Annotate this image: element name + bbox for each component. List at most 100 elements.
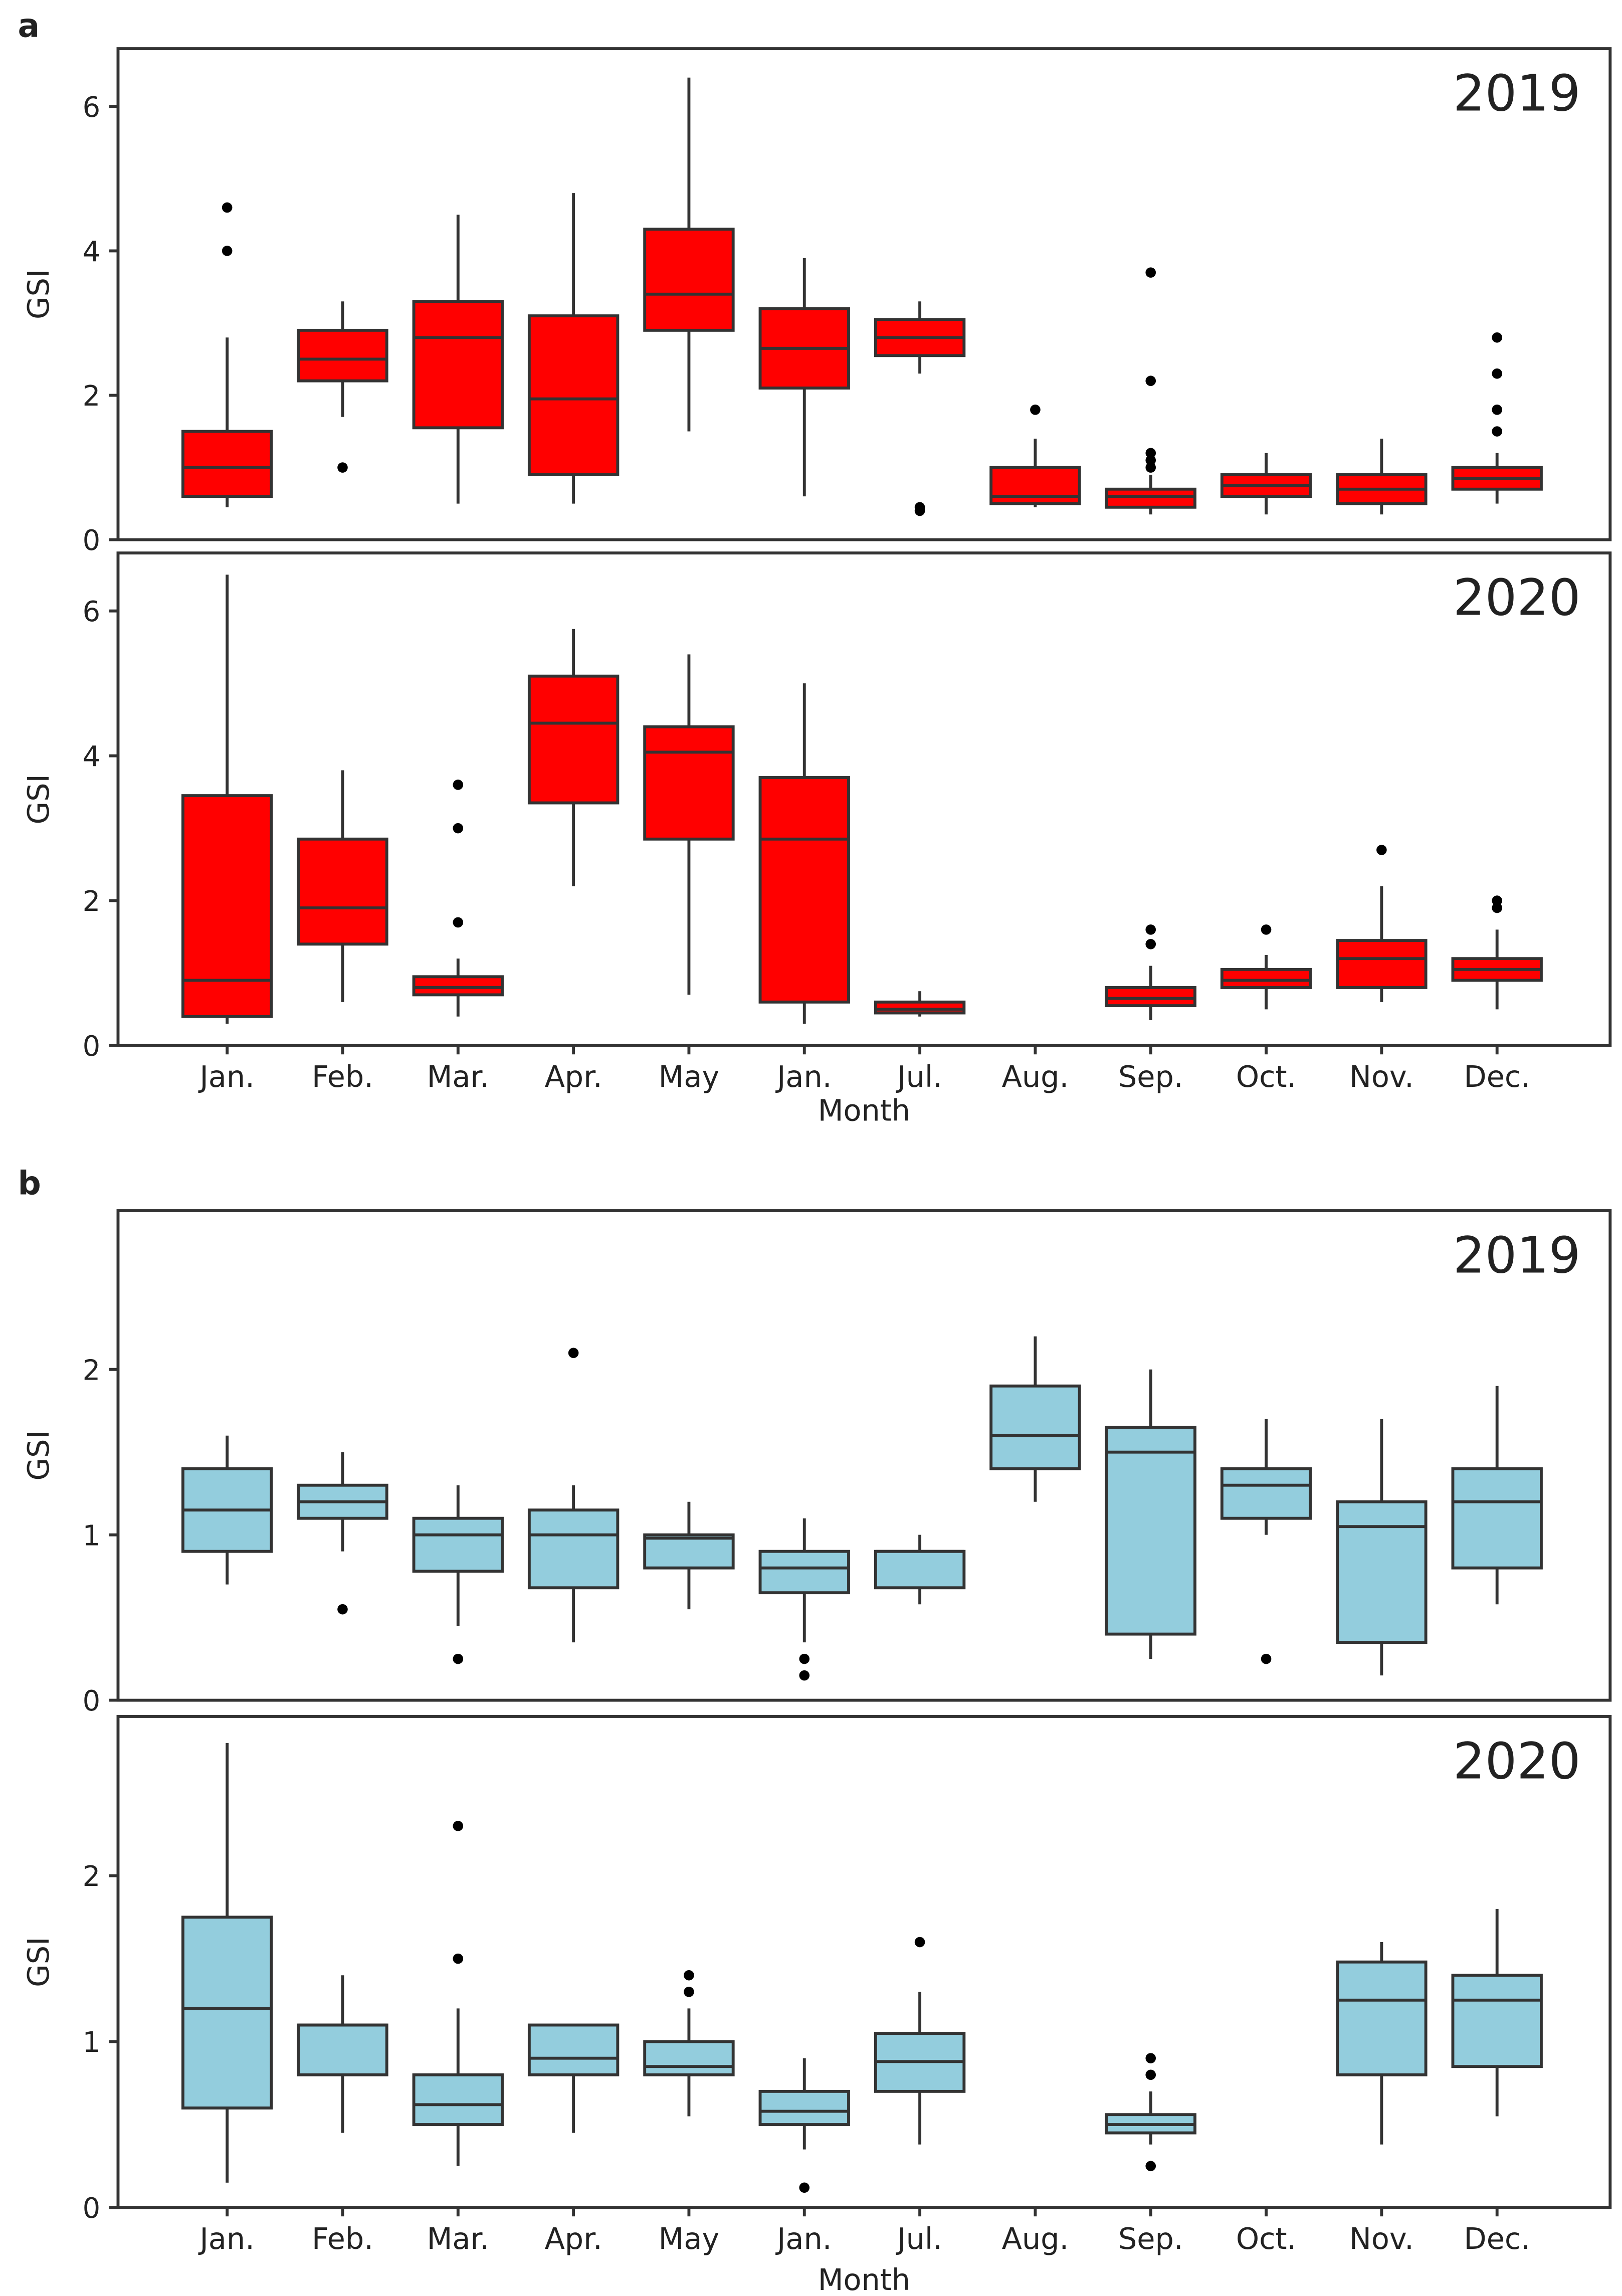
box-jan [758,258,850,497]
y-axis-label: GSI [21,774,56,824]
panel-letter: b [18,1165,41,1203]
box-jan [181,1435,273,1585]
box-iqr [874,1550,966,1590]
plot-frame [116,551,1612,1047]
y-tick-label: 0 [83,1685,101,1717]
box-mar [412,780,504,1017]
y-tick-label: 2 [83,380,101,413]
outlier-point [337,1604,348,1615]
box-iqr [1220,1467,1312,1520]
outlier-point [337,462,348,473]
x-tick-label: Oct. [1236,2221,1296,2256]
box-sep [1105,1369,1196,1659]
box-jul [874,301,966,516]
outlier-point [1145,267,1156,278]
y-tick-label: 2 [83,1860,101,1893]
x-tick-label: Apr. [545,2221,602,2256]
outlier-point [453,1653,464,1664]
panel-3: b 2019 GSI 0 1 2 [18,1165,1612,1717]
x-axis-label: Month [818,2262,910,2296]
box-may [643,654,735,995]
box-apr [527,193,620,504]
outlier-point [1145,448,1156,459]
box-iqr [758,2089,850,2126]
x-tick-label: Jul. [895,2221,942,2256]
box-iqr [297,2023,388,2076]
box-nov [1336,1942,1428,2145]
box-iqr [181,794,273,1018]
outlier-point [1145,2069,1156,2080]
box-aug [989,1336,1081,1502]
outlier-point [453,1821,464,1831]
box-jul [874,1937,966,2145]
box-iqr [989,1384,1081,1470]
y-tick-label: 0 [83,524,101,557]
box-iqr [181,1916,273,2110]
box-oct [1220,924,1312,1010]
outlier-point [799,2182,810,2193]
box-iqr [1105,1426,1196,1636]
x-tick-label: Jul. [895,1059,942,1094]
y-tick-label: 2 [83,1354,101,1387]
box-may [643,77,735,432]
outlier-point [1492,368,1503,379]
outlier-point [914,502,925,513]
box-oct [1220,1419,1312,1664]
x-tick-label: Jan. [197,1059,254,1094]
x-tick-label: Oct. [1236,1059,1296,1094]
box-iqr [1336,1500,1428,1644]
x-tick-label: Jan. [197,2221,254,2256]
box-iqr [181,430,273,498]
outlier-point [1145,924,1156,935]
y-tick-label: 1 [83,1519,101,1552]
box-mar [412,1485,504,1664]
outlier-point [1261,1653,1272,1664]
outlier-point [799,1653,810,1664]
box-iqr [1105,487,1196,509]
box-jan [758,1518,850,1681]
outlier-point [1030,405,1041,415]
outlier-point [1492,332,1503,343]
x-tick-label: Aug. [1002,1059,1069,1094]
box-dec [1451,332,1543,504]
outlier-point [453,823,464,834]
outlier-point [1492,895,1503,906]
y-tick-label: 1 [83,2026,101,2059]
box-jan [758,683,850,1024]
x-tick-label: Mar. [427,1059,489,1094]
box-iqr [412,1516,504,1573]
y-tick-label: 2 [83,885,101,918]
x-tick-label: Feb. [312,1059,373,1094]
outlier-point [1145,462,1156,473]
outlier-point [1261,924,1272,935]
outlier-point [222,246,233,256]
box-iqr [643,725,735,841]
x-axis-label: Month [818,1093,910,1128]
box-feb [297,770,388,1002]
box-jan [181,1743,273,2183]
y-axis-label: GSI [21,1937,56,1987]
box-iqr [412,2073,504,2126]
y-tick-label: 0 [83,2192,101,2225]
box-dec [1451,1908,1543,2117]
box-nov [1336,845,1428,1002]
box-iqr [1336,1960,1428,2076]
x-tick-label: Nov. [1349,1059,1414,1094]
box-iqr [412,975,504,997]
plot-frame [116,47,1612,541]
outlier-point [453,780,464,790]
x-tick-label: Sep. [1118,1059,1183,1094]
outlier-point [1492,902,1503,913]
outlier-point [568,1348,579,1359]
box-iqr [989,466,1081,505]
box-sep [1105,2053,1196,2172]
box-jul [874,1535,966,1605]
box-feb [297,1452,388,1615]
outlier-point [1145,2161,1156,2172]
box-sep [1105,267,1196,515]
box-iqr [297,837,388,946]
panel-4: 2020 GSI 0 1 2 Jan. Feb. Mar. Apr. May Jan. Jul. Aug… [21,1715,1612,2296]
box-jan [181,575,273,1024]
box-iqr [1451,1974,1543,2068]
